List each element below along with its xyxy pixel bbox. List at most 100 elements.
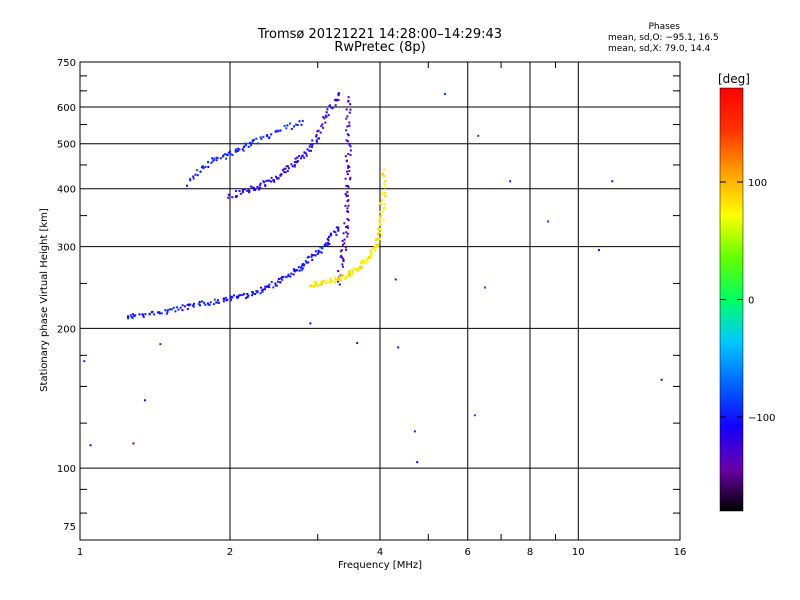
data-point bbox=[323, 117, 326, 120]
data-point bbox=[222, 300, 225, 303]
data-point bbox=[349, 178, 352, 181]
data-point bbox=[177, 308, 180, 311]
data-point bbox=[279, 129, 282, 132]
data-point bbox=[383, 195, 386, 198]
data-point bbox=[235, 150, 238, 153]
data-point bbox=[300, 123, 303, 126]
data-point bbox=[351, 268, 354, 271]
data-point bbox=[329, 232, 332, 235]
data-point bbox=[379, 229, 382, 232]
data-point bbox=[347, 100, 350, 103]
data-point bbox=[344, 177, 347, 180]
data-point bbox=[244, 297, 247, 300]
data-point bbox=[304, 260, 307, 263]
data-point bbox=[199, 304, 202, 307]
data-point bbox=[287, 274, 290, 277]
data-point bbox=[349, 103, 352, 106]
data-point bbox=[348, 111, 351, 114]
data-point bbox=[166, 309, 169, 312]
data-point bbox=[241, 188, 244, 191]
data-point bbox=[365, 257, 368, 260]
data-point bbox=[379, 210, 382, 213]
data-point bbox=[327, 241, 330, 244]
data-point bbox=[334, 276, 337, 279]
data-point bbox=[244, 142, 247, 145]
data-point bbox=[320, 283, 323, 286]
data-point bbox=[347, 273, 350, 276]
data-point bbox=[279, 277, 282, 280]
data-point bbox=[324, 242, 327, 245]
data-point bbox=[337, 277, 340, 280]
data-point bbox=[394, 278, 397, 281]
data-point bbox=[256, 291, 259, 294]
data-point bbox=[297, 160, 300, 163]
data-point bbox=[327, 114, 330, 117]
data-point bbox=[346, 210, 349, 213]
data-point bbox=[243, 188, 246, 191]
data-point bbox=[228, 150, 231, 153]
data-point bbox=[293, 161, 296, 164]
data-point bbox=[344, 204, 347, 207]
data-point bbox=[347, 219, 350, 222]
data-point bbox=[194, 173, 197, 176]
data-point bbox=[303, 156, 306, 159]
data-point bbox=[305, 154, 308, 157]
data-point bbox=[256, 185, 259, 188]
data-point bbox=[236, 149, 239, 152]
data-point bbox=[279, 174, 282, 177]
data-point bbox=[349, 153, 352, 156]
data-point bbox=[317, 249, 320, 252]
data-point bbox=[243, 145, 246, 148]
data-point bbox=[294, 270, 297, 273]
data-point bbox=[325, 116, 328, 119]
data-point bbox=[337, 270, 340, 273]
data-point bbox=[287, 273, 290, 276]
data-point bbox=[335, 233, 338, 236]
data-point bbox=[341, 263, 344, 266]
data-point bbox=[337, 229, 340, 232]
data-point bbox=[361, 259, 364, 262]
data-point bbox=[311, 254, 314, 257]
data-point bbox=[212, 303, 215, 306]
data-point bbox=[251, 186, 254, 189]
data-point bbox=[311, 258, 314, 261]
data-point bbox=[144, 313, 147, 316]
data-point bbox=[138, 313, 141, 316]
data-point bbox=[132, 314, 135, 317]
chart-title: Tromsø 20121221 14:28:00–14:29:43 bbox=[257, 27, 503, 42]
data-point bbox=[275, 175, 278, 178]
data-point bbox=[208, 303, 211, 306]
data-point bbox=[229, 295, 232, 298]
data-point bbox=[337, 92, 340, 95]
data-point bbox=[227, 196, 230, 199]
data-point bbox=[334, 231, 337, 234]
data-point bbox=[131, 317, 134, 320]
data-point bbox=[244, 144, 247, 147]
data-point bbox=[224, 153, 227, 156]
data-point bbox=[383, 206, 386, 209]
y-tick-label: 500 bbox=[57, 140, 76, 151]
data-point bbox=[351, 271, 354, 274]
data-point bbox=[291, 165, 294, 168]
data-point bbox=[375, 236, 378, 239]
data-point bbox=[315, 140, 318, 143]
data-point bbox=[351, 273, 354, 276]
data-point bbox=[264, 285, 267, 288]
data-point bbox=[235, 190, 238, 193]
data-point bbox=[382, 207, 385, 210]
data-point bbox=[360, 261, 363, 264]
data-point bbox=[236, 297, 239, 300]
data-point bbox=[484, 286, 487, 289]
data-point bbox=[377, 228, 380, 231]
data-point bbox=[341, 239, 344, 242]
data-point bbox=[333, 230, 336, 233]
data-point bbox=[329, 277, 332, 280]
data-point bbox=[306, 148, 309, 151]
x-tick-label: 2 bbox=[227, 547, 233, 558]
data-point bbox=[340, 249, 343, 252]
data-point bbox=[129, 314, 132, 317]
data-point bbox=[380, 234, 383, 237]
data-point bbox=[243, 292, 246, 295]
data-point bbox=[477, 134, 480, 137]
data-point bbox=[373, 245, 376, 248]
